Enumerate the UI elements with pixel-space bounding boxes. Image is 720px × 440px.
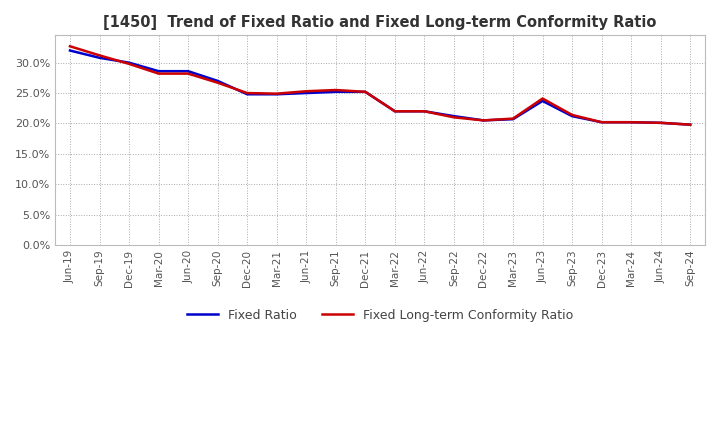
Fixed Long-term Conformity Ratio [272,91,281,96]
Fixed Ratio [66,48,74,53]
Fixed Long-term Conformity Ratio [243,90,251,95]
Fixed Ratio [539,98,547,103]
Fixed Ratio [243,92,251,97]
Legend: Fixed Ratio, Fixed Long-term Conformity Ratio: Fixed Ratio, Fixed Long-term Conformity … [182,304,578,327]
Fixed Ratio [331,89,340,95]
Fixed Ratio [361,89,369,95]
Fixed Ratio [420,109,428,114]
Fixed Long-term Conformity Ratio [509,116,518,121]
Fixed Long-term Conformity Ratio [184,71,192,76]
Fixed Long-term Conformity Ratio [213,80,222,85]
Fixed Long-term Conformity Ratio [568,112,577,117]
Fixed Long-term Conformity Ratio [66,44,74,49]
Fixed Ratio [598,120,606,125]
Fixed Ratio [184,69,192,74]
Fixed Long-term Conformity Ratio [331,88,340,93]
Fixed Ratio [480,118,488,123]
Fixed Long-term Conformity Ratio [686,122,695,127]
Fixed Ratio [657,120,665,125]
Fixed Long-term Conformity Ratio [390,109,399,114]
Fixed Long-term Conformity Ratio [449,115,458,120]
Fixed Long-term Conformity Ratio [539,96,547,101]
Fixed Long-term Conformity Ratio [598,120,606,125]
Fixed Ratio [272,92,281,97]
Fixed Ratio [390,109,399,114]
Line: Fixed Long-term Conformity Ratio: Fixed Long-term Conformity Ratio [70,46,690,125]
Fixed Ratio [509,117,518,122]
Fixed Long-term Conformity Ratio [154,71,163,76]
Fixed Long-term Conformity Ratio [95,53,104,58]
Fixed Long-term Conformity Ratio [302,88,310,94]
Line: Fixed Ratio: Fixed Ratio [70,51,690,125]
Fixed Long-term Conformity Ratio [657,120,665,125]
Fixed Ratio [449,114,458,119]
Fixed Long-term Conformity Ratio [627,120,636,125]
Fixed Ratio [686,122,695,127]
Fixed Long-term Conformity Ratio [361,89,369,95]
Fixed Long-term Conformity Ratio [420,109,428,114]
Fixed Ratio [95,55,104,60]
Fixed Ratio [154,69,163,74]
Title: [1450]  Trend of Fixed Ratio and Fixed Long-term Conformity Ratio: [1450] Trend of Fixed Ratio and Fixed Lo… [104,15,657,30]
Fixed Ratio [302,90,310,95]
Fixed Long-term Conformity Ratio [125,61,133,66]
Fixed Ratio [627,120,636,125]
Fixed Ratio [568,114,577,119]
Fixed Ratio [213,78,222,84]
Fixed Ratio [125,60,133,65]
Fixed Long-term Conformity Ratio [480,118,488,123]
